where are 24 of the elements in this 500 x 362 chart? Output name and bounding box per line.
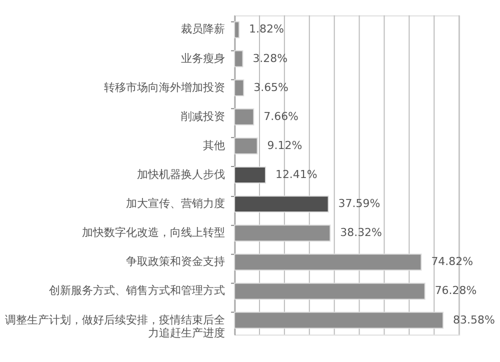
y-tick-label: 创新服务方式、销售方式和管理方式	[49, 284, 226, 298]
y-tick-label: 裁员降薪	[181, 22, 226, 36]
y-tick-label: 加快机器换人步伐	[137, 168, 226, 181]
data-label: 7.66%	[264, 110, 298, 123]
y-tick-label: 加快数字化改造，向线上转型	[82, 226, 226, 240]
y-tick-label: 其他	[203, 138, 226, 152]
data-label: 9.12%	[267, 138, 302, 152]
data-label: 76.28%	[434, 284, 477, 298]
y-tick-label: 业务瘦身	[181, 52, 226, 65]
y-tick-label: 调整生产计划，做好后续安排，疫情结束后全力追赶生产进度	[5, 313, 226, 340]
data-label: 1.82%	[249, 22, 284, 36]
data-label: 38.32%	[340, 226, 382, 240]
y-tick-label: 争取政策和资金支持	[126, 255, 226, 268]
data-label: 3.28%	[252, 52, 288, 65]
data-label: 12.41%	[275, 168, 318, 181]
bar	[234, 166, 266, 184]
y-tick-label: 加大宣传、营销力度	[126, 197, 226, 210]
bar	[234, 196, 329, 213]
data-label: 83.58%	[453, 313, 495, 326]
data-label: 37.59%	[338, 197, 380, 210]
y-tick-label: 削减投资	[181, 110, 226, 123]
data-label: 74.82%	[431, 255, 474, 268]
y-tick-label: 转移市场向海外增加投资	[104, 80, 226, 94]
data-label: 3.65%	[254, 80, 288, 94]
